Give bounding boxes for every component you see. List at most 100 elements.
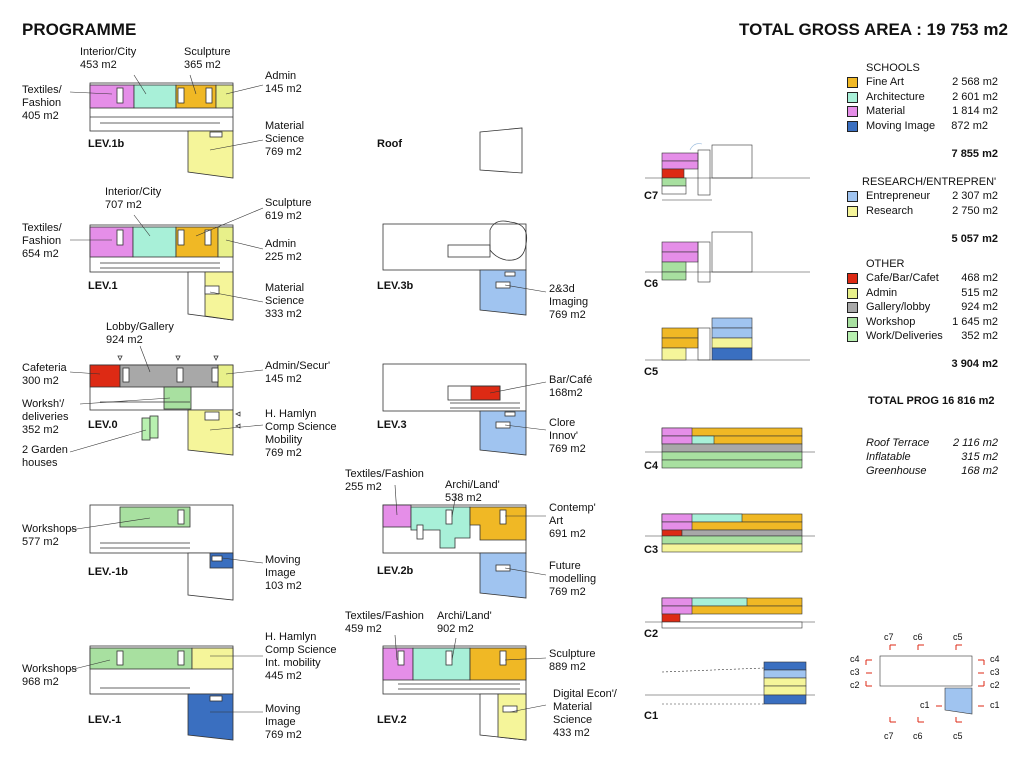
swatch-admin [847,288,858,299]
plan-roof [479,127,523,174]
legend-label: Moving Image [866,120,936,132]
key-marker: c4 [990,654,1000,664]
key-marker: c2 [850,680,860,690]
legend-label: Work/Deliveries [866,330,943,342]
extra-label: Inflatable [866,451,911,463]
legend-total-research: 5 057 m2 [951,233,998,245]
key-marker: c7 [884,731,894,741]
label-admin: Admin/Secur' 145 m2 [265,360,331,385]
legend-label: Research [866,205,914,217]
page-title: PROGRAMME [22,20,137,39]
level-name: LEV.1 [88,280,118,292]
total-prog: TOTAL PROG 16 816 m2 [868,395,995,407]
swatch-fine-art [847,77,858,88]
label-material-science: Material Science 769 m2 [265,120,305,158]
label-material-science: Material Science 333 m2 [265,282,305,320]
label-hamlyn: H. Hamlyn Comp Science Mobility 769 m2 [265,408,337,459]
key-marker: c5 [953,731,963,741]
legend-heading-schools: SCHOOLS [866,62,920,74]
legend-value: 872 m2 [951,120,988,132]
legend-label: Material [866,105,906,117]
legend-value: 352 m2 [961,330,998,342]
label-textiles: Textiles/Fashion 459 m2 [345,610,424,635]
key-marker: c2 [990,680,1000,690]
level-name: LEV.2 [377,714,407,726]
plan-lev2 [382,645,527,741]
swatch-deliveries [847,331,858,342]
legend-value: 2 307 m2 [952,190,998,202]
extra-label: Greenhouse [866,465,927,477]
legend-value: 924 m2 [961,301,998,313]
label-interior-city: Interior/City 707 m2 [105,186,162,211]
key-marker: c3 [990,667,1000,677]
extra-value: 2 116 m2 [952,437,998,449]
swatch-gallery [847,302,858,313]
label-admin: Admin 225 m2 [265,238,302,263]
label-clore: Clore Innov' 769 m2 [549,417,586,455]
swatch-moving-image [847,121,858,132]
legend-label: Fine Art [866,76,904,88]
label-workshops: Workshops 968 m2 [22,663,77,688]
legend-label: Workshop [866,316,916,328]
plan-levm1b [89,504,234,601]
label-hamlyn: H. Hamlyn Comp Science Int. mobility 445… [265,631,337,682]
label-future-modelling: Future modelling 769 m2 [549,560,597,598]
plan-lev2b [382,504,527,599]
legend-value: 515 m2 [961,287,998,299]
swatch-cafe [847,273,858,284]
swatch-material [847,106,858,117]
label-interior-city: Interior/City 453 m2 [80,46,137,71]
label-textiles: Textiles/Fashion 255 m2 [345,468,424,493]
key-marker: c1 [990,700,1000,710]
plan-lev1 [89,224,234,321]
legend-label: Admin [866,287,898,299]
level-name: LEV.0 [88,419,118,431]
label-moving-image: Moving Image 103 m2 [265,554,302,592]
section-label: C7 [644,190,659,202]
plan-lev1b [89,82,234,179]
key-marker: c1 [920,700,930,710]
legend-value: 468 m2 [961,272,998,284]
label-workshops: Workshops 577 m2 [22,523,77,548]
label-admin: Admin 145 m2 [265,70,302,95]
label-bar-cafe: Bar/Café 168m2 [549,374,593,399]
label-workshops: Worksh'/ deliveries 352 m2 [22,398,69,436]
legend-value: 1 814 m2 [952,105,998,117]
legend-label: Entrepreneur [866,190,931,202]
label-digital-econ: Digital Econ'/ Material Science 433 m2 [553,688,617,739]
key-marker: c5 [953,632,963,642]
legend-label: Architecture [866,91,925,103]
legend-value: 2 601 m2 [952,91,998,103]
extra-label: Roof Terrace [866,437,930,449]
label-moving-image: Moving Image 769 m2 [265,703,302,741]
section-label: C3 [644,544,659,556]
key-marker: c7 [884,632,894,642]
legend-label: Gallery/lobby [866,301,931,313]
extra-value: 315 m2 [961,451,998,463]
label-lobby: Lobby/Gallery 924 m2 [106,321,174,346]
swatch-entrepreneur [847,191,858,202]
plan-levm1 [89,645,234,741]
key-marker: c3 [850,667,860,677]
swatch-workshop [847,317,858,328]
legend-value: 2 750 m2 [952,205,998,217]
key-marker: c4 [850,654,860,664]
level-name: Roof [377,138,403,150]
label-archi-land: Archi/Land' 538 m2 [445,479,500,504]
plan-lev3 [382,363,527,456]
section-label: C4 [644,460,659,472]
label-textiles: Textiles/ Fashion 405 m2 [22,84,62,122]
section-label: C6 [644,278,659,290]
swatch-architecture [847,92,858,103]
key-marker: c6 [913,632,923,642]
legend-total-schools: 7 855 m2 [951,148,998,160]
label-sculpture: Sculpture 619 m2 [265,197,312,222]
level-name: LEV.1b [88,138,125,150]
extra-value: 168 m2 [961,465,998,477]
legend-label: Cafe/Bar/Cafet [866,272,939,284]
legend-value: 2 568 m2 [952,76,998,88]
legend-value: 1 645 m2 [952,316,998,328]
label-contemp-art: Contemp' Art 691 m2 [549,502,596,540]
level-name: LEV.2b [377,565,414,577]
